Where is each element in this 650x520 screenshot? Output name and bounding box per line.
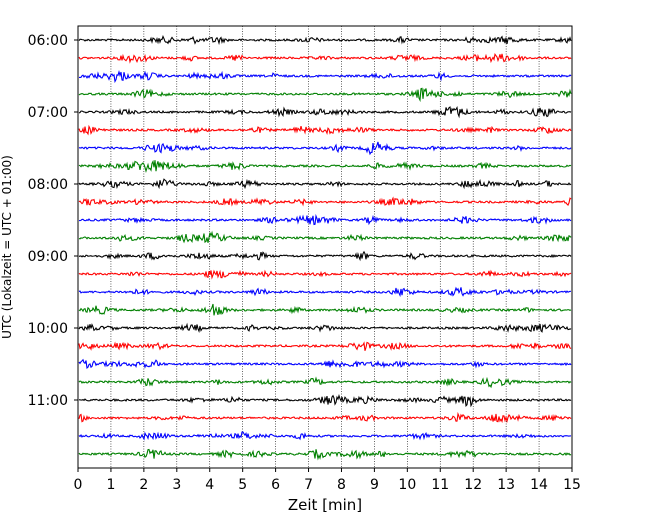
x-tick-label-6: 6	[271, 477, 280, 493]
trace-23	[78, 448, 572, 461]
x-axis-ticks: 0 1 2 3 4 5 6 7 8 9 10 11 12 13 14 15	[74, 468, 581, 493]
x-tick-label-8: 8	[337, 477, 346, 493]
trace-11	[78, 230, 572, 244]
y-tick-label-08:00: 08:00	[28, 177, 68, 193]
trace-22	[78, 431, 572, 441]
x-tick-label-0: 0	[74, 477, 83, 493]
trace-19	[78, 376, 572, 389]
x-tick-label-5: 5	[238, 477, 247, 493]
plot-frame	[77, 25, 573, 469]
y-axis-ticks: 06:00 07:00 08:00 09:00 10:00 11:00	[28, 33, 78, 409]
y-tick-label-07:00: 07:00	[28, 105, 68, 121]
trace-2	[79, 70, 572, 84]
x-axis-label: Zeit [min]	[288, 496, 362, 514]
y-tick-label-09:00: 09:00	[28, 249, 68, 265]
trace-7	[78, 159, 572, 174]
trace-9	[78, 196, 572, 207]
x-tick-label-10: 10	[398, 477, 416, 493]
trace-1	[78, 53, 572, 64]
x-tick-label-4: 4	[205, 477, 214, 493]
trace-20	[78, 393, 572, 408]
x-tick-label-14: 14	[530, 477, 548, 493]
trace-8	[78, 178, 572, 190]
x-tick-label-9: 9	[370, 477, 379, 493]
seismic-traces	[78, 34, 572, 461]
x-tick-label-7: 7	[304, 477, 313, 493]
x-tick-label-12: 12	[464, 477, 482, 493]
trace-0	[78, 34, 572, 46]
y-tick-label-11:00: 11:00	[28, 393, 68, 409]
trace-10	[78, 213, 572, 226]
trace-21	[78, 411, 572, 424]
trace-17	[78, 341, 572, 351]
trace-4	[78, 105, 572, 119]
trace-12	[78, 250, 572, 262]
trace-16	[78, 322, 572, 334]
trace-14	[78, 286, 572, 298]
trace-6	[78, 141, 572, 156]
grid-lines	[110, 26, 540, 468]
trace-15	[78, 303, 572, 316]
trace-18	[78, 358, 572, 369]
x-tick-label-13: 13	[497, 477, 515, 493]
x-tick-label-11: 11	[431, 477, 449, 493]
trace-13	[78, 269, 572, 280]
x-tick-label-1: 1	[106, 477, 115, 493]
trace-3	[78, 87, 572, 103]
x-tick-label-3: 3	[172, 477, 181, 493]
y-axis-label: UTC (Lokalzeit = UTC + 01:00)	[0, 155, 14, 339]
y-tick-label-06:00: 06:00	[28, 33, 68, 49]
x-tick-label-2: 2	[139, 477, 148, 493]
y-tick-label-10:00: 10:00	[28, 321, 68, 337]
x-tick-label-15: 15	[563, 477, 581, 493]
trace-5	[78, 124, 572, 136]
